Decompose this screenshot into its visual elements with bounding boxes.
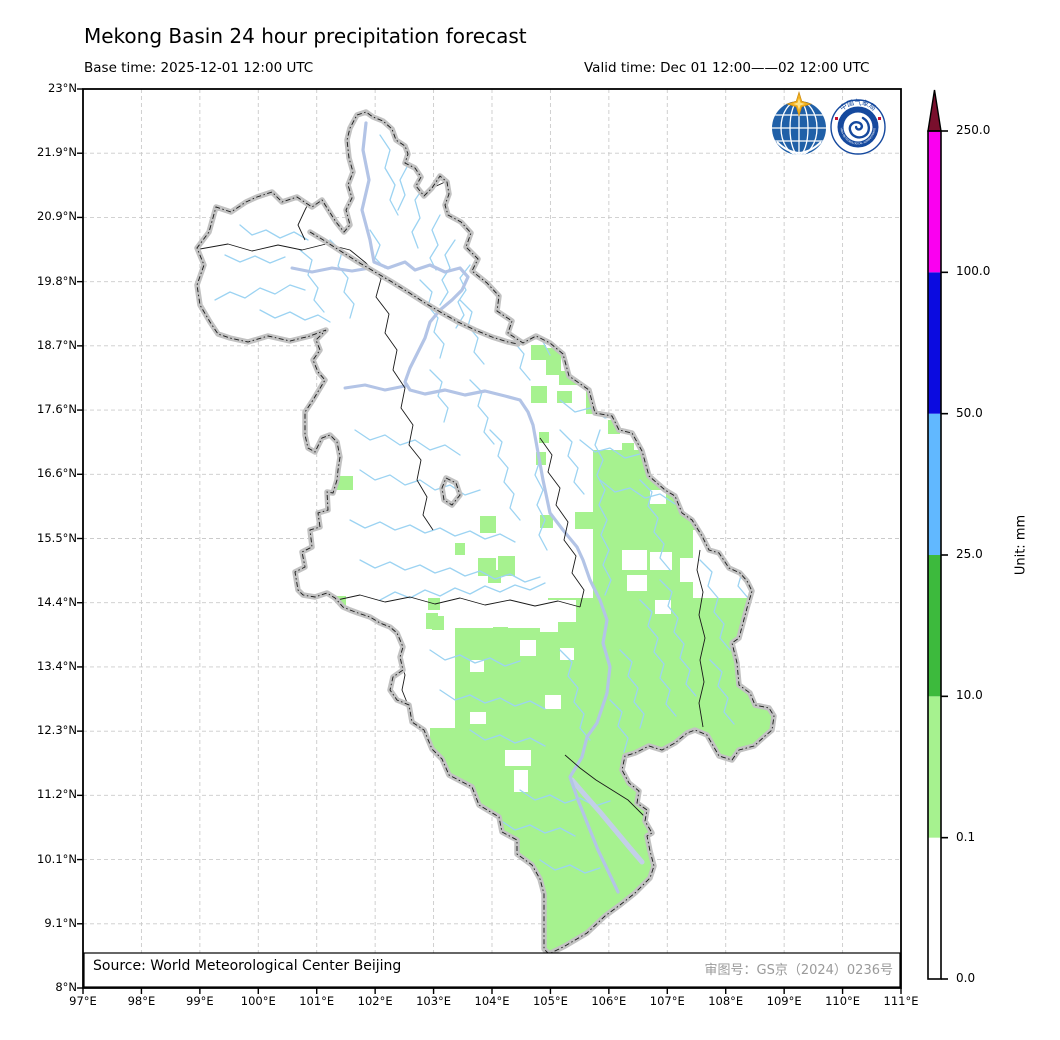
y-axis-tick-label: 12.3°N (37, 723, 77, 738)
x-axis-tick-label: 100°E (240, 994, 276, 1008)
y-axis-tick-label: 19.8°N (37, 273, 77, 288)
colorbar-tick-label: 25.0 (956, 547, 983, 561)
source-strip (83, 952, 901, 988)
y-axis-tick-label: 8°N (55, 980, 77, 994)
y-axis-tick-label: 18.7°N (37, 337, 77, 352)
base-time-label: Base time: 2025-12-01 12:00 UTC (84, 60, 314, 76)
y-axis-tick-label: 13.4°N (37, 658, 77, 673)
x-axis-tick-label: 110°E (825, 994, 861, 1008)
y-axis-tick-label: 10.1°N (37, 851, 77, 866)
y-axis-tick-label: 15.5°N (37, 530, 77, 545)
mekong-main-river (360, 121, 620, 894)
source-attribution: Source: World Meteorological Center Beij… (93, 958, 402, 974)
x-axis-tick-label: 102°E (357, 994, 393, 1008)
y-axis-tick-label: 20.9°N (37, 209, 77, 224)
x-axis-tick-label: 97°E (69, 994, 97, 1008)
colorbar-tick-label: 0.1 (956, 829, 976, 844)
y-axis-tick-label: 11.2°N (37, 787, 77, 802)
basin-boundary (194, 109, 777, 957)
colorbar-tick-label: 250.0 (956, 123, 991, 137)
axis-ticks (77, 88, 902, 994)
y-axis-tick-label: 9.1°N (44, 915, 77, 930)
x-axis-tick-label: 99°E (186, 994, 214, 1008)
x-axis-tick-label: 104°E (474, 994, 510, 1008)
map-approval-number: 审图号：GS京（2024）0236号 (704, 963, 894, 978)
x-axis-tick-label: 107°E (649, 994, 685, 1008)
page-title: Mekong Basin 24 hour precipitation forec… (84, 24, 527, 48)
x-axis-tick-label: 106°E (591, 994, 627, 1008)
x-axis-tick-label: 103°E (416, 994, 452, 1008)
colorbar-unit-label: Unit: mm (1013, 514, 1029, 576)
x-axis-tick-label: 109°E (766, 994, 802, 1008)
x-axis-tick-label: 105°E (532, 994, 568, 1008)
y-axis-tick-label: 16.6°N (37, 466, 77, 481)
colorbar-tick-label: 100.0 (956, 264, 991, 279)
x-axis-tick-label: 101°E (299, 994, 335, 1008)
colorbar-over-arrow (927, 89, 942, 132)
x-axis-tick-label: 111°E (883, 994, 919, 1008)
y-axis-tick-label: 21.9°N (37, 145, 77, 160)
colorbar-tick-label: 0.0 (956, 971, 976, 985)
colorbar (927, 89, 948, 980)
valid-time-label: Valid time: Dec 01 12:00——02 12:00 UTC (584, 60, 870, 76)
y-axis-tick-label: 14.4°N (37, 594, 77, 609)
x-axis-tick-label: 98°E (127, 994, 156, 1008)
y-axis-tick-label: 17.6°N (37, 402, 77, 417)
y-axis-tick-label: 23°N (48, 81, 77, 95)
cma-logo-icon: 中国气象局CHINA METEOROLOGICAL ADMINISTRATION (830, 98, 886, 155)
x-axis-tick-label: 108°E (708, 994, 744, 1008)
colorbar-tick-label: 50.0 (956, 405, 983, 420)
colorbar-tick-label: 10.0 (956, 688, 983, 703)
wmo-logo-icon (772, 90, 826, 155)
wmo-compass-star-icon (785, 90, 813, 118)
